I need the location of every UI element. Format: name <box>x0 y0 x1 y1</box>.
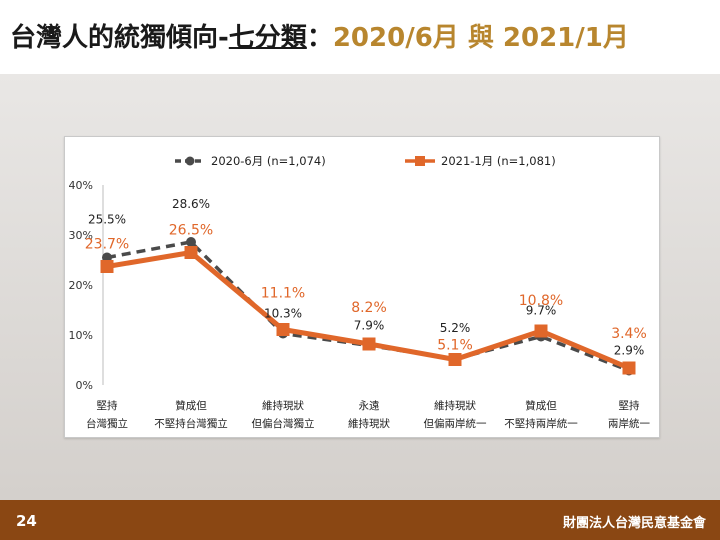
y-tick-label: 30% <box>69 229 93 242</box>
x-category-label-line1: 維持現狀 <box>434 399 476 412</box>
title-colon: ： <box>306 23 333 53</box>
title-accent2: 2021/1月 <box>502 23 629 53</box>
data-label-2020: 7.9% <box>354 319 385 333</box>
series-point-2021 <box>362 337 376 351</box>
organization-name: 財團法人台灣民意基金會 <box>562 516 706 531</box>
x-category-label-line2: 兩岸統一 <box>608 417 650 430</box>
x-category-label-line2: 但偏兩岸統一 <box>424 417 487 430</box>
chart-panel: 2020-6月 (n=1,074) 2021-1月 (n=1,081) 0% 10%… <box>64 136 660 438</box>
chart-legend: 2020-6月 (n=1,074) 2021-1月 (n=1,081) <box>175 154 556 168</box>
title-mid: 與 <box>458 23 503 53</box>
data-label-2021: 5.1% <box>437 338 473 354</box>
series-point-2021 <box>276 323 290 336</box>
series-point-2021 <box>534 324 548 338</box>
x-category-label-line1: 贊成但 <box>175 399 207 412</box>
x-category-label-line1: 堅持 <box>619 399 640 412</box>
y-tick-label: 40% <box>69 179 93 192</box>
x-category-label-line1: 贊成但 <box>525 399 557 412</box>
title-part1: 台灣人的統獨傾向- <box>10 23 229 53</box>
series-point-2020 <box>186 237 196 247</box>
title-accent1: 2020/6月 <box>332 23 459 53</box>
series-point-2021 <box>100 260 114 273</box>
line-chart: 2020-6月 (n=1,074) 2021-1月 (n=1,081) 0% 10%… <box>69 154 651 430</box>
legend-marker <box>185 156 195 166</box>
data-label-2021: 26.5% <box>169 223 213 239</box>
legend-label: 2021-1月 (n=1,081) <box>441 154 556 168</box>
data-label-2020: 28.6% <box>172 197 210 211</box>
series-point-2021 <box>448 353 462 366</box>
data-label-2021: 10.8% <box>519 293 563 309</box>
x-category-label-line2: 不堅持台灣獨立 <box>154 417 228 430</box>
data-label-2020: 10.3% <box>264 307 302 321</box>
data-label-2020: 2.9% <box>614 344 645 358</box>
page-number: 24 <box>16 512 37 530</box>
data-labels: 25.5% 28.6% 10.3% 7.9% 5.2% 9.7% 2.9% 23.7% 26.5… <box>85 197 647 358</box>
x-category-label-line1: 堅持 <box>97 399 118 412</box>
x-category-label-line2: 台灣獨立 <box>86 417 128 430</box>
x-category-label-line1: 永遠 <box>359 399 380 412</box>
data-label-2021: 23.7% <box>85 237 129 253</box>
data-label-2020: 9.7% <box>526 304 557 318</box>
chart-series <box>100 237 636 376</box>
series-point-2021 <box>622 361 636 375</box>
x-category-label-line2: 但偏台灣獨立 <box>252 417 315 430</box>
x-axis: 堅持台灣獨立贊成但不堅持台灣獨立維持現狀但偏台灣獨立永遠維持現狀維持現狀但偏兩岸… <box>86 399 650 430</box>
data-label-2021: 8.2% <box>351 300 387 316</box>
data-label-2021: 3.4% <box>611 326 647 342</box>
x-category-label-line2: 不堅持兩岸統一 <box>504 417 578 430</box>
legend-label: 2020-6月 (n=1,074) <box>211 154 326 168</box>
x-category-label-line1: 維持現狀 <box>262 399 304 412</box>
x-category-label-line2: 維持現狀 <box>348 417 390 430</box>
series-point-2021 <box>184 246 198 259</box>
data-label-2021: 11.1% <box>261 286 305 302</box>
slide-title: 台灣人的統獨傾向-七分類：2020/6月 與 2021/1月 <box>10 18 629 58</box>
title-bar: 台灣人的統獨傾向-七分類：2020/6月 與 2021/1月 <box>0 0 720 74</box>
data-label-2020: 25.5% <box>88 213 126 227</box>
y-axis: 0% 10% 20% 30% 40% <box>69 179 104 392</box>
legend-marker <box>415 156 425 166</box>
footer-bar: 24 財團法人台灣民意基金會 <box>0 500 720 540</box>
y-tick-label: 10% <box>69 329 93 342</box>
title-underlined: 七分類 <box>228 23 307 53</box>
y-tick-label: 20% <box>69 279 93 292</box>
y-tick-label: 0% <box>76 379 93 392</box>
data-label-2020: 5.2% <box>440 321 471 335</box>
